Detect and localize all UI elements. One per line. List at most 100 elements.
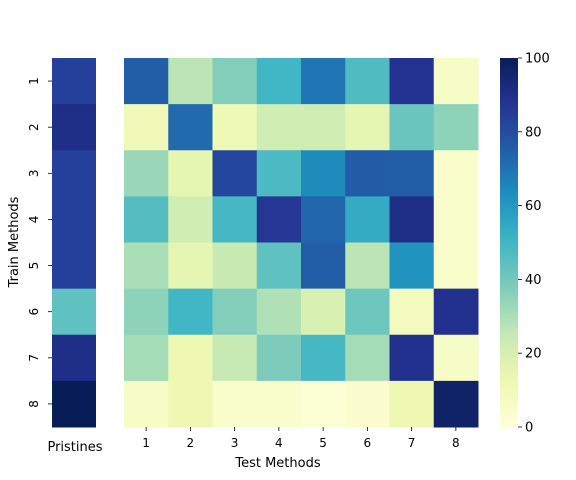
heatmap-cell xyxy=(389,104,435,151)
heatmap-cell xyxy=(256,288,302,336)
heatmap-cell xyxy=(212,58,258,105)
heatmap-cell xyxy=(212,288,258,336)
pristine-label: Pristines xyxy=(47,440,102,455)
heatmap-cell xyxy=(301,288,346,336)
heatmap-cell xyxy=(433,58,479,105)
heatmap-cell xyxy=(212,104,258,151)
heatmap-cell xyxy=(433,288,479,336)
heatmap-cell xyxy=(345,288,390,336)
heatmap-cell xyxy=(124,104,169,151)
heatmap-cell xyxy=(345,334,390,382)
heatmap-cell xyxy=(345,380,390,428)
heatmap-cell xyxy=(301,150,346,197)
pristine-cell xyxy=(52,242,96,290)
heatmap-cell xyxy=(212,242,258,290)
pristine-cell xyxy=(52,334,96,382)
heatmap-cell xyxy=(345,150,390,197)
y-tick-label: 2 xyxy=(27,123,41,131)
heatmap-cell xyxy=(301,380,346,428)
heatmap-cell xyxy=(256,334,302,382)
heatmap-grid xyxy=(124,58,479,428)
heatmap-cell xyxy=(124,242,169,290)
heatmap-cell xyxy=(256,196,302,243)
heatmap-cell xyxy=(301,58,346,105)
heatmap-cell xyxy=(212,196,258,243)
y-tick-label: 6 xyxy=(27,308,41,316)
heatmap-cell xyxy=(256,58,302,105)
heatmap-cell xyxy=(389,242,435,290)
x-tick-label: 2 xyxy=(187,436,195,450)
heatmap-cell xyxy=(124,196,169,243)
heatmap-cell xyxy=(345,242,390,290)
heatmap-cell xyxy=(301,104,346,151)
y-tick-labels: 1 2 3 4 5 6 7 8 xyxy=(27,77,52,408)
y-axis-label: Train Methods xyxy=(7,196,22,288)
heatmap-cell xyxy=(433,104,479,151)
heatmap-cell xyxy=(124,380,169,428)
x-tick-label: 7 xyxy=(408,436,416,450)
heatmap-cell xyxy=(168,242,213,290)
heatmap-cell xyxy=(389,334,435,382)
x-tick-labels: 1 2 3 4 5 6 7 8 xyxy=(142,427,460,450)
heatmap-cell xyxy=(345,58,390,105)
pristine-cell xyxy=(52,380,96,428)
heatmap-cell xyxy=(301,196,346,243)
heatmap-cell xyxy=(389,196,435,243)
heatmap-cell xyxy=(389,58,435,105)
colorbar-tick-label: 60 xyxy=(525,199,542,214)
heatmap-cell xyxy=(168,288,213,336)
heatmap-cell xyxy=(124,288,169,336)
y-tick-label: 7 xyxy=(27,354,41,362)
heatmap-cell xyxy=(256,380,302,428)
pristine-cell xyxy=(52,104,96,151)
x-tick-label: 1 xyxy=(142,436,150,450)
pristine-column xyxy=(52,58,96,428)
colorbar: 0 20 40 60 80 100 xyxy=(500,52,550,436)
heatmap-cell xyxy=(256,150,302,197)
heatmap-cell xyxy=(345,104,390,151)
x-tick-label: 4 xyxy=(275,436,283,450)
heatmap-cell xyxy=(433,380,479,428)
colorbar-tick-label: 80 xyxy=(525,125,542,140)
heatmap-cell xyxy=(212,334,258,382)
colorbar-tick-label: 40 xyxy=(525,273,542,288)
x-axis-label: Test Methods xyxy=(234,456,320,471)
pristine-cell xyxy=(52,58,96,105)
heatmap-cell xyxy=(124,334,169,382)
heatmap-cell xyxy=(433,196,479,243)
heatmap-cell xyxy=(168,58,213,105)
heatmap-cell xyxy=(212,380,258,428)
y-tick-label: 4 xyxy=(27,216,41,224)
heatmap-cell xyxy=(168,380,213,428)
x-tick-label: 6 xyxy=(364,436,372,450)
pristine-cell xyxy=(52,150,96,197)
x-tick-label: 5 xyxy=(319,436,327,450)
y-tick-label: 5 xyxy=(27,262,41,270)
colorbar-gradient xyxy=(500,58,518,427)
y-tick-label: 8 xyxy=(27,400,41,408)
heatmap-cell xyxy=(168,104,213,151)
heatmap-cell xyxy=(433,242,479,290)
pristine-cell xyxy=(52,196,96,243)
heatmap-cell xyxy=(433,334,479,382)
heatmap-cell xyxy=(389,150,435,197)
heatmap-cell xyxy=(301,242,346,290)
heatmap-cell xyxy=(345,196,390,243)
heatmap-cell xyxy=(168,150,213,197)
colorbar-tick-label: 100 xyxy=(525,52,550,67)
y-tick-label: 3 xyxy=(27,169,41,177)
heatmap-cell xyxy=(168,196,213,243)
heatmap-cell xyxy=(124,150,169,197)
colorbar-tick-label: 0 xyxy=(525,421,533,436)
pristine-cell xyxy=(52,288,96,336)
heatmap-cell xyxy=(433,150,479,197)
x-tick-label: 3 xyxy=(231,436,239,450)
heatmap-cell xyxy=(124,58,169,105)
x-tick-label: 8 xyxy=(452,436,460,450)
colorbar-tick-label: 20 xyxy=(525,347,542,362)
heatmap-cell xyxy=(212,150,258,197)
heatmap-cell xyxy=(389,288,435,336)
heatmap-cell xyxy=(256,104,302,151)
heatmap-cell xyxy=(301,334,346,382)
